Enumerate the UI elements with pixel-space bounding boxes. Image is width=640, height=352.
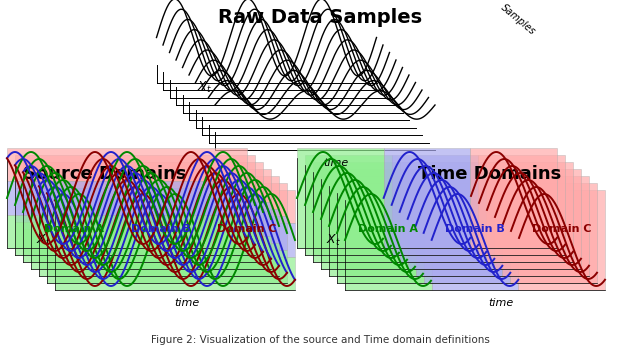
Text: Domain B: Domain B	[131, 224, 191, 234]
Polygon shape	[15, 188, 255, 222]
Text: Source Domains: Source Domains	[23, 165, 187, 183]
Polygon shape	[47, 250, 287, 283]
Polygon shape	[7, 148, 247, 181]
Polygon shape	[55, 257, 295, 290]
Text: time: time	[174, 298, 200, 308]
Polygon shape	[7, 181, 247, 215]
Polygon shape	[415, 176, 502, 276]
Polygon shape	[486, 162, 573, 262]
Text: time: time	[323, 158, 349, 168]
Polygon shape	[510, 183, 597, 283]
Polygon shape	[15, 222, 255, 255]
Polygon shape	[305, 155, 392, 255]
Text: Domain B: Domain B	[445, 224, 505, 234]
Polygon shape	[15, 155, 255, 188]
Polygon shape	[494, 169, 581, 269]
Polygon shape	[31, 169, 271, 202]
Polygon shape	[408, 169, 494, 269]
Polygon shape	[297, 148, 383, 248]
Polygon shape	[431, 190, 518, 290]
Text: Time Domains: Time Domains	[419, 165, 562, 183]
Polygon shape	[31, 236, 271, 269]
Text: Domain C: Domain C	[217, 224, 276, 234]
Polygon shape	[470, 148, 557, 248]
Polygon shape	[424, 183, 510, 283]
Polygon shape	[337, 183, 424, 283]
Polygon shape	[383, 148, 470, 248]
Polygon shape	[55, 190, 295, 223]
Polygon shape	[518, 190, 605, 290]
Polygon shape	[23, 162, 263, 195]
Polygon shape	[478, 155, 565, 255]
Polygon shape	[345, 190, 431, 290]
Polygon shape	[55, 223, 295, 257]
Polygon shape	[399, 162, 486, 262]
Text: Samples: Samples	[499, 2, 537, 37]
Polygon shape	[329, 176, 415, 276]
Polygon shape	[47, 183, 287, 216]
Polygon shape	[23, 195, 263, 229]
Polygon shape	[502, 176, 589, 276]
Polygon shape	[313, 162, 399, 262]
Polygon shape	[392, 155, 478, 255]
Polygon shape	[39, 209, 279, 243]
Text: time: time	[488, 298, 514, 308]
Polygon shape	[321, 169, 408, 269]
Text: Raw Data Samples: Raw Data Samples	[218, 8, 422, 27]
Text: Domain C: Domain C	[532, 224, 591, 234]
Text: Figure 2: Visualization of the source and Time domain definitions: Figure 2: Visualization of the source an…	[150, 335, 490, 345]
Polygon shape	[23, 229, 263, 262]
Text: Domain A: Domain A	[358, 224, 419, 234]
Text: $X_t$: $X_t$	[326, 232, 341, 247]
Polygon shape	[39, 243, 279, 276]
Polygon shape	[7, 215, 247, 248]
Text: Domain A: Domain A	[44, 224, 104, 234]
Text: $X_t$: $X_t$	[197, 80, 212, 95]
Polygon shape	[39, 176, 279, 209]
Polygon shape	[31, 202, 271, 236]
Polygon shape	[47, 216, 287, 250]
Text: $X_t$: $X_t$	[36, 232, 51, 247]
